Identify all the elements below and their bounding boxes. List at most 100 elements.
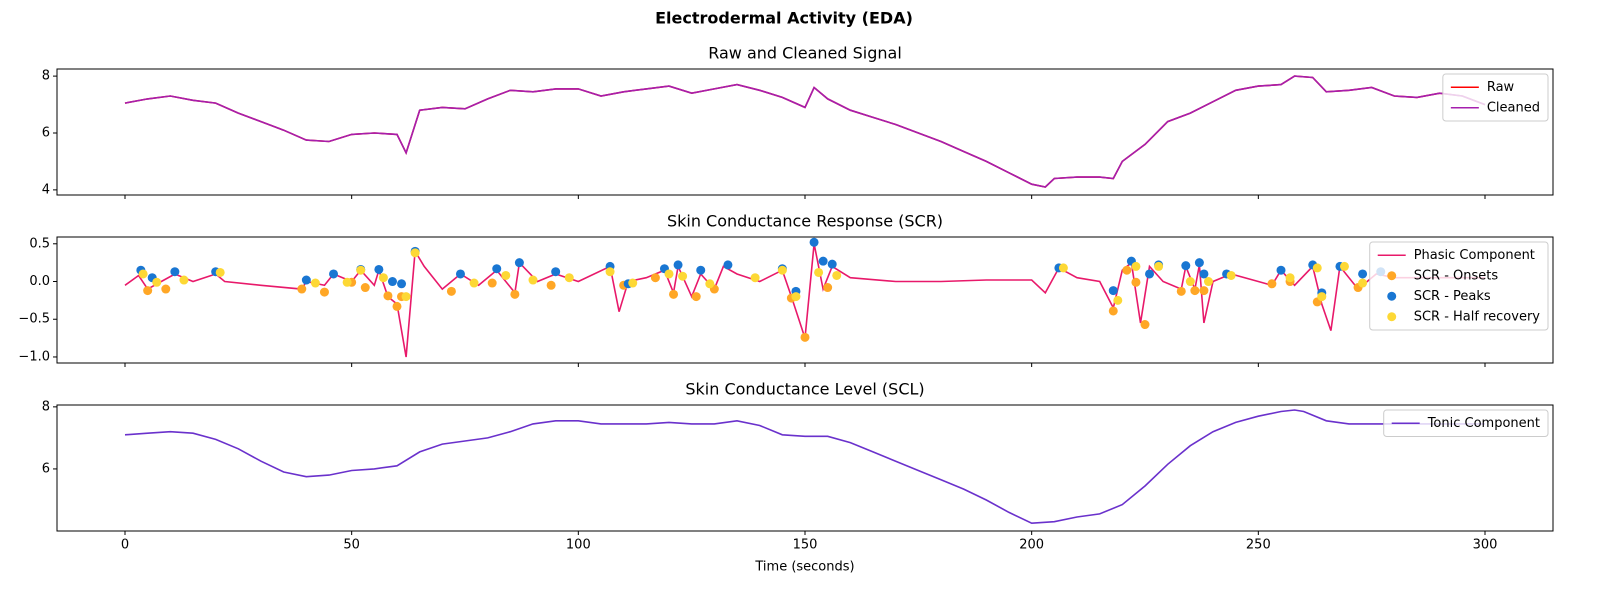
scatter-point: [1358, 278, 1368, 288]
scatter-point: [800, 332, 810, 342]
scatter-point: [392, 301, 402, 311]
scatter-point: [628, 278, 638, 288]
scatter-point: [673, 260, 683, 270]
panel-title: Skin Conductance Response (SCR): [667, 212, 943, 231]
scatter-point: [487, 278, 497, 288]
legend-label: SCR - Half recovery: [1414, 309, 1541, 324]
scatter-point: [691, 292, 701, 302]
scatter-point: [664, 269, 674, 279]
scatter-point: [1154, 261, 1164, 271]
legend-label: SCR - Peaks: [1414, 289, 1491, 304]
scatter-point: [1285, 273, 1295, 283]
scatter-point: [809, 237, 819, 247]
legend: Raw Cleaned: [1442, 73, 1549, 122]
legend-marker: [1387, 312, 1397, 322]
legend-label: Phasic Component: [1414, 248, 1535, 263]
legend-marker: [1387, 271, 1397, 281]
scatter-point: [138, 269, 148, 279]
scatter-point: [1199, 269, 1209, 279]
scatter-point: [546, 280, 556, 290]
scatter-point: [678, 271, 688, 281]
scatter-point: [1358, 269, 1368, 279]
scatter-point: [669, 289, 679, 299]
y-tick-label: 0.0: [29, 274, 50, 289]
scatter-point: [387, 277, 397, 287]
x-tick-label: 0: [121, 538, 129, 553]
scatter-point: [1226, 270, 1236, 280]
x-tick-label: 100: [566, 538, 591, 553]
legend: Phasic Component SCR - Onsets SCR - Peaks S…: [1369, 241, 1549, 331]
legend: Tonic Component: [1383, 409, 1549, 437]
y-tick-label: 4: [42, 182, 50, 197]
scatter-point: [1108, 306, 1118, 316]
scatter-point: [329, 269, 339, 279]
scatter-point: [1203, 277, 1213, 287]
legend-marker: [1387, 291, 1397, 301]
scatter-point: [1312, 263, 1322, 273]
scatter-point: [301, 275, 311, 285]
scatter-point: [360, 283, 370, 293]
line-series: [124, 75, 1486, 188]
scatter-point: [1108, 286, 1118, 296]
scatter-point: [528, 275, 538, 285]
scatter-point: [827, 259, 837, 269]
y-tick-label: −1.0: [18, 349, 50, 364]
scatter-point: [215, 267, 225, 277]
scatter-point: [297, 284, 307, 294]
x-tick-label: 250: [1246, 538, 1271, 553]
scatter-point: [723, 260, 733, 270]
x-tick-label: 150: [793, 538, 818, 553]
scatter-point: [1276, 265, 1286, 275]
scatter-point: [818, 256, 828, 266]
scatter-point: [514, 258, 524, 268]
scatter-point: [342, 277, 352, 287]
legend-label: Cleaned: [1487, 100, 1540, 115]
x-axis-label: Time (seconds): [754, 560, 854, 575]
x-tick-label: 200: [1019, 538, 1044, 553]
y-tick-label: 0.5: [29, 236, 50, 251]
scatter-point: [551, 267, 561, 277]
scatter-point: [823, 283, 833, 293]
scatter-point: [501, 270, 511, 280]
scatter-point: [1190, 286, 1200, 296]
y-tick-label: 8: [42, 399, 50, 414]
scatter-point: [1131, 261, 1141, 271]
legend-label: Tonic Component: [1427, 416, 1540, 431]
scatter-point: [791, 292, 801, 302]
scatter-point: [455, 269, 465, 279]
scatter-point: [410, 248, 420, 258]
scatter-point: [1267, 279, 1277, 289]
panel-title: Raw and Cleaned Signal: [708, 44, 902, 63]
scatter-point: [1339, 261, 1349, 271]
scatter-point: [564, 273, 574, 283]
axes-frame: [56, 68, 1554, 196]
y-tick-label: −0.5: [18, 312, 50, 327]
scatter-point: [446, 286, 456, 296]
axes-frame: [56, 236, 1554, 364]
scatter-point: [1058, 263, 1068, 273]
scatter-point: [170, 267, 180, 277]
scatter-point: [510, 289, 520, 299]
line-series: [124, 409, 1485, 525]
scatter-point: [161, 284, 171, 294]
figure-title: Electrodermal Activity (EDA): [655, 9, 913, 28]
scatter-point: [832, 270, 842, 280]
axes-frame: [56, 404, 1554, 532]
scatter-point: [696, 265, 706, 275]
line-series: [124, 75, 1486, 188]
scatter-point: [401, 292, 411, 302]
scatter-point: [1131, 277, 1141, 287]
plot-area: [124, 75, 1486, 188]
scatter-point: [374, 264, 384, 274]
scatter-point: [705, 279, 715, 289]
scatter-point: [750, 273, 760, 283]
scatter-point: [179, 275, 189, 285]
plot-area: [124, 237, 1485, 358]
scatter-point: [814, 267, 824, 277]
legend-label: Raw: [1487, 80, 1515, 95]
legend-box: [1383, 409, 1549, 437]
scatter-point: [492, 264, 502, 274]
legend-label: SCR - Onsets: [1414, 268, 1499, 283]
y-tick-label: 8: [42, 69, 50, 84]
